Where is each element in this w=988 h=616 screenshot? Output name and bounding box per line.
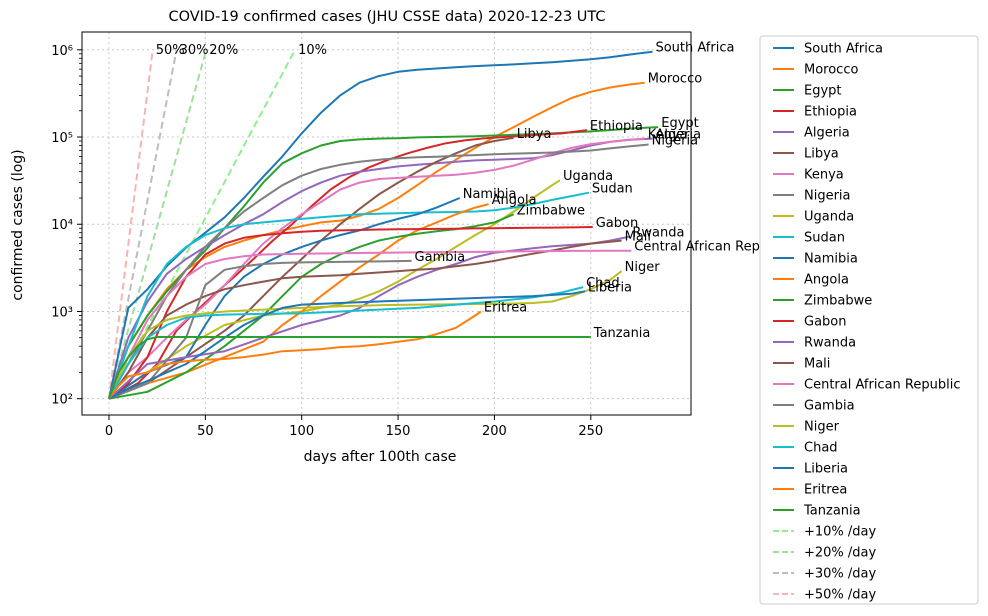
legend-entry: Egypt [804,84,842,99]
legend-entry: Niger [804,420,840,435]
y-tick-label: 10³ [51,305,73,320]
series-line [108,270,623,400]
series-end-label: Niger [625,260,661,275]
y-axis-label: confirmed cases (log) [10,149,26,300]
series-line [108,310,482,400]
y-tick-label: 10⁴ [51,218,73,233]
series-end-label: Tanzania [593,326,651,341]
series-line [108,136,514,400]
axes: 0 50 100 150 200 250 10² 10³ 10⁴ 10⁵ 10⁶ [51,44,603,439]
legend-entry: +20% /day [804,546,877,561]
series-end-label: Egypt [661,116,699,131]
legend-entry: Zimbabwe [804,294,872,309]
x-tick-label: 150 [386,424,411,439]
chart-title: COVID-19 confirmed cases (JHU CSSE data)… [168,9,605,25]
x-axis-label: days after 100th case [304,449,457,465]
y-tick-label: 10² [51,393,73,408]
series-line [108,203,489,400]
series-line [108,197,461,400]
x-tick-label: 0 [105,424,113,439]
grid [82,32,691,415]
series-end-label: Algeria [655,128,701,143]
series-end-label: Mali [625,230,651,245]
series-end-label: Gambia [415,250,466,265]
legend-entry: +30% /day [804,567,877,582]
legend-entry: +50% /day [804,588,877,603]
y-tick-label: 10⁶ [51,44,73,59]
series-end-label: Morocco [648,72,702,87]
legend-entry: Namibia [804,252,858,267]
legend-entry: Morocco [804,63,858,78]
series-line [108,235,630,400]
series-line [108,137,653,400]
plot-frame [81,31,692,416]
legend: South Africa Morocco Egypt Ethiopia Algeria L… [759,35,979,605]
series-line [108,49,178,399]
plot-area [108,49,659,400]
series-line [108,143,649,400]
series-end-label: 10% [298,43,327,58]
series-end-label: Uganda [563,169,613,184]
legend-entry: Gambia [804,399,855,414]
legend-entry: Algeria [804,126,850,141]
series-end-label: Central African Republic [634,240,790,255]
legend-entry: Kenya [804,168,844,183]
series-end-label: 50% [156,43,185,58]
series-line [108,191,590,400]
x-tick-label: 200 [482,424,507,439]
series-end-label: Nigeria [652,134,699,149]
legend-entry: Angola [804,273,849,288]
legend-entry: Central African Republic [804,378,960,393]
legend-entry: Uganda [804,210,854,225]
legend-entry: Ethiopia [804,105,857,120]
series-end-label: 30% [180,43,209,58]
series-end-label: Namibia [463,187,517,202]
series-end-label: Kenya [648,128,688,143]
series-line [108,290,586,400]
legend-entry: Eritrea [804,483,847,498]
legend-frame [759,35,979,605]
y-tick-label: 10⁵ [51,131,73,146]
series-end-label: Rwanda [632,226,684,241]
x-tick-label: 100 [289,424,314,439]
legend-entry: Chad [804,441,838,456]
series-end-label: Liberia [588,280,632,295]
series-line [108,49,154,399]
legend-entry: Liberia [804,462,848,477]
legend-entry: Nigeria [804,189,851,204]
series-end-label: Sudan [592,182,633,197]
x-tick-label: 250 [578,424,603,439]
series-line [108,49,208,399]
legend-entry: South Africa [804,42,883,57]
series-end-label: Libya [517,127,552,142]
series-end-label: Eritrea [484,300,527,315]
series-line [108,249,632,400]
legend-entry: Libya [804,147,839,162]
legend-entry: Sudan [804,231,845,246]
series-end-label: 20% [209,43,238,58]
series-line [108,259,412,400]
series-line [108,286,584,400]
x-tick-label: 50 [197,424,214,439]
legend-entry: Mali [804,357,830,372]
series-labels: South Africa Morocco Egypt Ethiopia Algeria L… [156,41,791,341]
legend-entry: Tanzania [803,504,861,519]
series-line [108,179,561,400]
legend-entry: Gabon [804,315,847,330]
series-line [108,50,653,399]
series-line [108,336,591,400]
series-end-label: Zimbabwe [517,203,585,218]
series-end-label: South Africa [655,41,734,56]
legend-entry: +10% /day [804,525,877,540]
series-end-label: Angola [492,193,537,208]
series-end-label: Ethiopia [590,119,643,134]
series-end-label: Chad [586,276,620,291]
series-line [108,226,593,400]
legend-entry: Rwanda [804,336,856,351]
series-end-label: Gabon [596,216,639,231]
